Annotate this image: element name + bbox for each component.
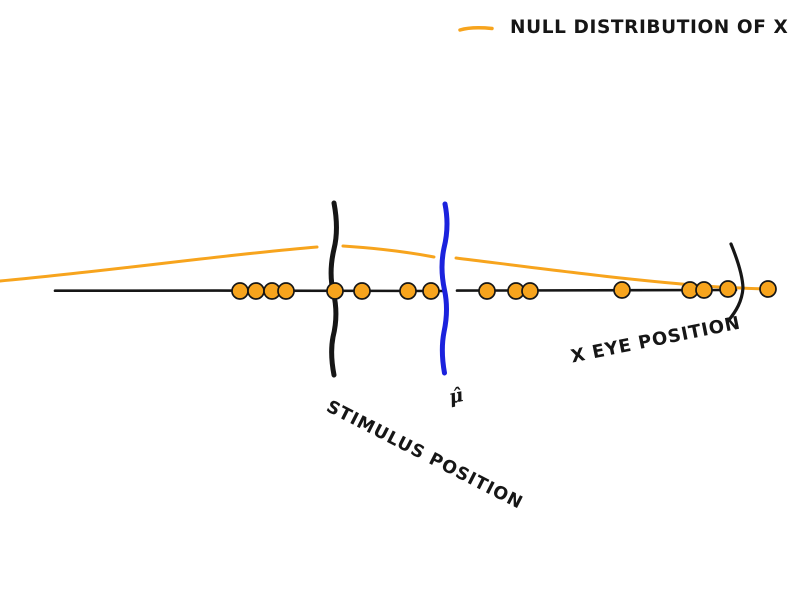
null-distribution-curve [0, 244, 770, 291]
eye-position-dot [422, 282, 440, 300]
eye-position-dot [521, 282, 539, 300]
eye-position-dot [759, 280, 777, 298]
eye-position-dots [231, 280, 777, 300]
eye-position-axis [53, 288, 738, 293]
legend-swatch-stroke [458, 25, 494, 32]
legend-label: NULL DISTRIBUTION OF X [510, 17, 789, 38]
eye-position-dot [719, 280, 737, 298]
eye-position-dot [399, 282, 417, 300]
eye-position-dot [353, 282, 371, 300]
mu-hat-marker-line [439, 201, 450, 376]
eye-position-dot [326, 282, 344, 300]
bracket-icon [726, 242, 745, 323]
null-distribution-curve-peak [341, 244, 436, 259]
eye-position-dot [478, 282, 496, 300]
eye-position-dot [247, 282, 265, 300]
eye-position-dot [231, 282, 249, 300]
legend-line-swatch-icon [458, 25, 494, 32]
null-distribution-curve-left [0, 245, 319, 283]
legend: NULL DISTRIBUTION OF X [458, 17, 788, 38]
eye-position-dot [695, 281, 713, 299]
eye-position-dot [277, 282, 295, 300]
eye-position-dot [613, 281, 631, 299]
